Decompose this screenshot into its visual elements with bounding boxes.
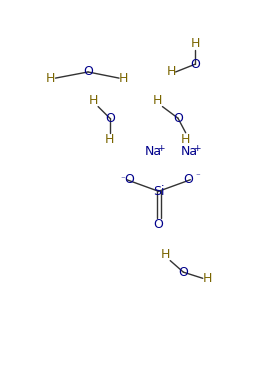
Text: O: O <box>105 112 115 125</box>
Text: ⁻: ⁻ <box>120 175 125 184</box>
Text: +: + <box>157 144 165 153</box>
Text: +: + <box>194 144 201 153</box>
Text: O: O <box>154 218 164 231</box>
Text: H: H <box>166 66 176 78</box>
Text: H: H <box>190 38 200 50</box>
Text: H: H <box>105 133 115 146</box>
Text: ⁻: ⁻ <box>195 172 200 181</box>
Text: O: O <box>190 58 200 71</box>
Text: Na: Na <box>145 145 162 158</box>
Text: H: H <box>203 272 212 285</box>
Text: H: H <box>46 72 55 85</box>
Text: O: O <box>179 266 188 279</box>
Text: H: H <box>119 72 128 85</box>
Text: O: O <box>173 112 183 125</box>
Text: Na: Na <box>181 145 198 158</box>
Text: H: H <box>181 133 190 146</box>
Text: Si: Si <box>153 185 164 198</box>
Text: O: O <box>124 173 134 186</box>
Text: H: H <box>161 248 170 261</box>
Text: H: H <box>153 94 163 106</box>
Text: O: O <box>183 173 193 186</box>
Text: O: O <box>83 66 93 78</box>
Text: H: H <box>89 94 98 106</box>
